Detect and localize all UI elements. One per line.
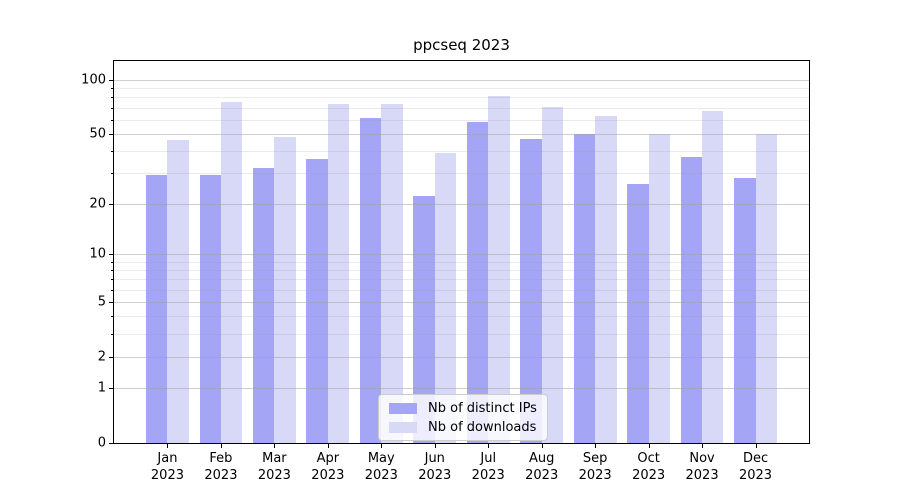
x-tick-label: Jan 2023 [150, 451, 184, 483]
y-minor-tick [111, 107, 113, 109]
y-tick-label: 100 [81, 72, 106, 88]
legend-item-distinct-ips: Nb of distinct IPs [389, 400, 537, 416]
x-tick-label: May 2023 [364, 451, 398, 483]
y-tick-label: 10 [89, 246, 106, 262]
bar-distinct-ips [734, 178, 756, 443]
legend-label-downloads: Nb of downloads [428, 419, 537, 435]
bar-downloads [648, 133, 670, 443]
x-tick [274, 444, 276, 448]
y-tick [109, 133, 113, 135]
y-minor-tick [111, 333, 113, 335]
bar-distinct-ips [466, 122, 489, 443]
x-tick-label: Jun 2023 [418, 451, 452, 483]
x-tick-label: Aug 2023 [525, 451, 559, 483]
y-tick [109, 80, 113, 81]
bar-distinct-ips [359, 118, 382, 443]
bar-distinct-ips [573, 133, 596, 443]
bar-downloads [381, 104, 403, 443]
x-tick-label: Nov 2023 [685, 451, 719, 483]
y-tick-label: 5 [97, 294, 106, 310]
plot-area [113, 60, 810, 444]
chart-title: ppcseq 2023 [413, 36, 510, 54]
y-minor-tick [111, 279, 113, 281]
legend-label-distinct-ips: Nb of distinct IPs [428, 400, 537, 416]
bar-distinct-ips [413, 196, 435, 443]
x-tick [595, 444, 597, 448]
y-minor-tick [111, 261, 113, 263]
x-tick [327, 444, 329, 448]
bars-layer [114, 61, 809, 443]
bar-downloads [488, 96, 510, 443]
bar-distinct-ips [520, 138, 542, 443]
x-tick-label: Oct 2023 [632, 451, 666, 483]
y-tick [109, 254, 113, 256]
bar-downloads [541, 106, 564, 443]
x-tick [220, 444, 222, 448]
bar-distinct-ips [253, 167, 275, 443]
y-tick-label: 0 [97, 435, 106, 451]
bar-distinct-ips [680, 156, 703, 443]
x-tick [541, 444, 543, 448]
x-tick-label: Feb 2023 [204, 451, 238, 483]
legend-swatch-distinct-ips-icon [389, 402, 417, 414]
x-tick [167, 444, 169, 448]
bar-downloads [167, 140, 189, 443]
y-tick-label: 50 [89, 126, 106, 142]
bar-distinct-ips [146, 175, 168, 443]
y-minor-tick [111, 150, 113, 152]
bar-downloads [220, 102, 243, 443]
y-tick [109, 388, 113, 390]
x-tick-label: Sep 2023 [578, 451, 612, 483]
y-minor-tick [111, 270, 113, 272]
y-minor-tick [111, 97, 113, 99]
legend: Nb of distinct IPs Nb of downloads [378, 394, 548, 441]
bar-downloads [702, 111, 724, 443]
legend-swatch-downloads-icon [389, 421, 417, 433]
x-tick [755, 444, 757, 448]
bar-downloads [595, 115, 617, 443]
y-tick [109, 203, 113, 205]
x-tick-label: Jul 2023 [471, 451, 505, 483]
legend-item-downloads: Nb of downloads [389, 419, 537, 435]
bar-distinct-ips [306, 158, 328, 443]
bar-downloads [274, 136, 296, 443]
x-tick-label: Mar 2023 [257, 451, 291, 483]
x-tick [648, 444, 650, 448]
y-tick-label: 20 [89, 196, 106, 212]
bar-downloads [755, 133, 777, 443]
y-minor-tick [111, 172, 113, 174]
y-tick-label: 1 [97, 380, 106, 396]
bar-distinct-ips [627, 183, 649, 443]
y-minor-tick [111, 88, 113, 90]
y-minor-tick [111, 119, 113, 121]
x-tick [434, 444, 436, 448]
bar-distinct-ips [199, 175, 221, 443]
y-tick [109, 443, 113, 444]
y-tick-label: 2 [97, 349, 106, 365]
x-tick [702, 444, 704, 448]
bar-downloads [434, 152, 457, 443]
bar-downloads [327, 104, 350, 443]
y-tick [109, 356, 113, 358]
x-tick-label: Dec 2023 [738, 451, 773, 483]
x-tick-label: Apr 2023 [311, 451, 345, 483]
y-tick [109, 302, 113, 304]
x-tick [488, 444, 490, 448]
y-minor-tick [111, 289, 113, 291]
x-tick [381, 444, 383, 448]
y-minor-tick [111, 316, 113, 318]
